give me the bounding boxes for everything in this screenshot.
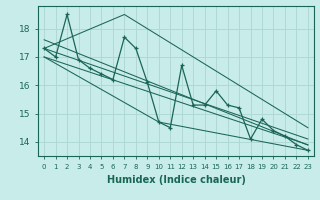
X-axis label: Humidex (Indice chaleur): Humidex (Indice chaleur) <box>107 175 245 185</box>
